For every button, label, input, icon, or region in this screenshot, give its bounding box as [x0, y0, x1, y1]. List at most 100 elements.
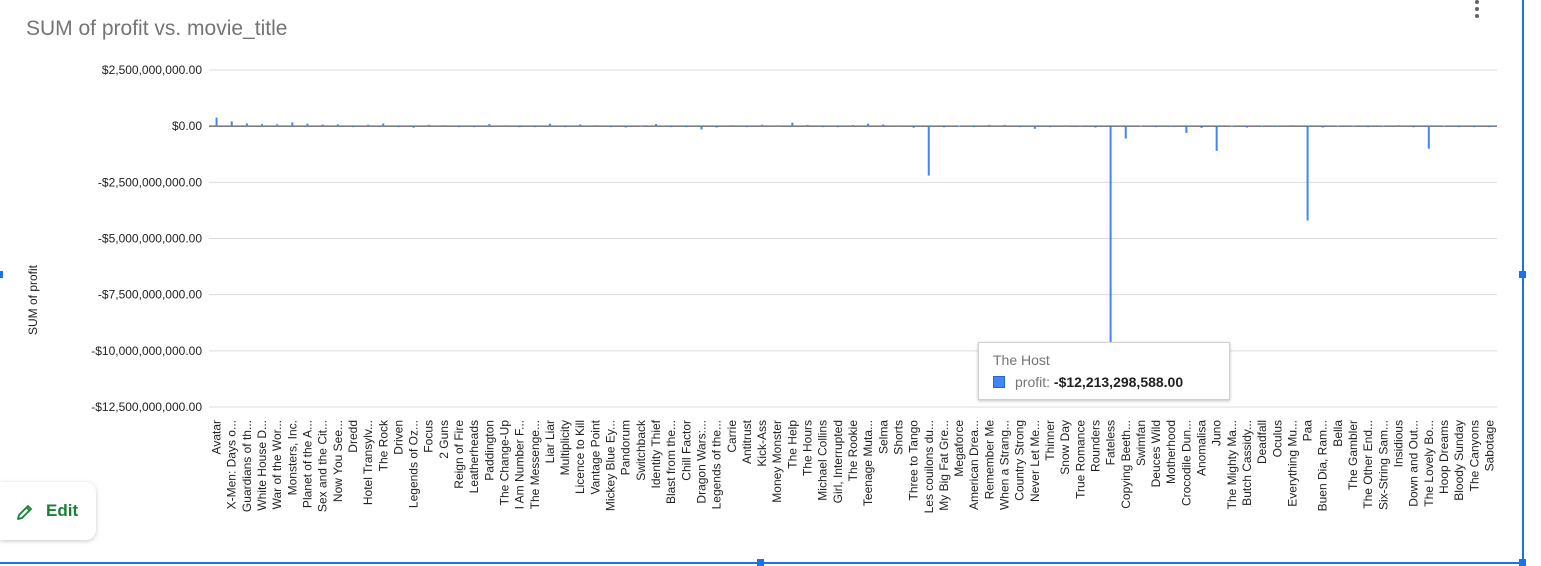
bar[interactable] [564, 126, 567, 128]
bar[interactable] [427, 124, 430, 127]
bars[interactable] [215, 117, 1491, 342]
bar[interactable] [412, 126, 415, 128]
bar[interactable] [745, 126, 748, 128]
bar[interactable] [1291, 125, 1294, 127]
bar[interactable] [306, 123, 309, 127]
bar[interactable] [958, 125, 961, 127]
bar[interactable] [867, 123, 870, 127]
bar[interactable] [321, 124, 324, 127]
x-tick-label: Thinner [1043, 420, 1057, 461]
x-tick-label: Liar Liar [543, 420, 557, 463]
resize-handle-bottom[interactable] [757, 559, 764, 566]
bar[interactable] [533, 126, 536, 128]
bar[interactable] [1033, 126, 1036, 129]
bar[interactable] [1321, 126, 1324, 128]
bar[interactable] [836, 126, 839, 128]
bar[interactable] [442, 125, 445, 127]
bar[interactable] [579, 124, 582, 127]
resize-handle-right[interactable] [1519, 271, 1526, 278]
x-tick-label: Selma [876, 420, 890, 454]
bar[interactable] [776, 125, 779, 127]
bar[interactable] [458, 126, 461, 128]
bar[interactable] [1427, 126, 1430, 149]
bar[interactable] [1155, 126, 1158, 128]
bar[interactable] [1336, 125, 1339, 127]
bar[interactable] [503, 125, 506, 127]
bar[interactable] [1109, 126, 1112, 342]
bar[interactable] [1064, 125, 1067, 127]
bar[interactable] [882, 124, 885, 127]
bar[interactable] [1306, 126, 1309, 221]
bar[interactable] [291, 122, 294, 127]
bar[interactable] [1261, 125, 1264, 127]
bar[interactable] [351, 126, 354, 128]
bar[interactable] [1458, 126, 1461, 128]
x-tick-label: Everything Mu... [1285, 420, 1299, 507]
bar[interactable] [1139, 125, 1142, 127]
bar[interactable] [927, 126, 930, 176]
bar[interactable] [761, 124, 764, 127]
edit-button[interactable]: Edit [0, 482, 96, 540]
more-options-icon[interactable] [1470, 0, 1484, 22]
bar[interactable] [594, 125, 597, 127]
bar[interactable] [624, 126, 627, 128]
bar[interactable] [821, 126, 824, 128]
bar[interactable] [942, 126, 945, 128]
bar[interactable] [1185, 126, 1188, 133]
bar[interactable] [1003, 124, 1006, 127]
bar[interactable] [1245, 126, 1248, 128]
bar[interactable] [1079, 125, 1082, 127]
bar[interactable] [367, 124, 370, 127]
bar[interactable] [1276, 125, 1279, 127]
bar[interactable] [1412, 126, 1415, 128]
bar[interactable] [1230, 125, 1233, 127]
bar[interactable] [973, 126, 976, 128]
bar[interactable] [1170, 125, 1173, 127]
bar[interactable] [912, 126, 915, 128]
bar[interactable] [700, 126, 703, 130]
bar[interactable] [1200, 126, 1203, 128]
bar[interactable] [897, 125, 900, 127]
bar[interactable] [230, 121, 233, 127]
bar[interactable] [473, 126, 476, 128]
bar[interactable] [1367, 126, 1370, 128]
bar[interactable] [685, 126, 688, 128]
bar[interactable] [1352, 125, 1355, 127]
bar[interactable] [245, 123, 248, 127]
resize-handle-corner[interactable] [1519, 559, 1526, 566]
bar[interactable] [397, 126, 400, 128]
bar[interactable] [1124, 126, 1127, 139]
data-tooltip: The Host profit: -$12,213,298,588.00 [978, 342, 1230, 400]
bar[interactable] [670, 126, 673, 128]
bar[interactable] [1382, 125, 1385, 127]
bar[interactable] [852, 124, 854, 127]
bar[interactable] [1094, 126, 1097, 128]
bar[interactable] [261, 124, 264, 127]
bar[interactable] [1442, 125, 1445, 127]
bar[interactable] [655, 124, 658, 127]
bar[interactable] [1048, 126, 1051, 128]
bar[interactable] [988, 124, 991, 127]
bar[interactable] [336, 124, 339, 127]
x-tick-label: Now You See... [331, 420, 345, 502]
bar[interactable] [1215, 126, 1218, 151]
bar[interactable] [791, 122, 794, 127]
bar[interactable] [1397, 125, 1400, 127]
resize-handle-left[interactable] [0, 271, 3, 278]
bar[interactable] [715, 126, 718, 128]
bar[interactable] [1488, 126, 1491, 128]
bar[interactable] [488, 124, 491, 127]
bar[interactable] [1473, 126, 1476, 128]
y-tick-label: $2,500,000,000.00 [102, 63, 202, 77]
x-tick-label: The Help [785, 420, 799, 469]
bar[interactable] [1018, 126, 1021, 128]
bar[interactable] [609, 126, 612, 128]
bar[interactable] [215, 117, 218, 127]
bar[interactable] [382, 123, 385, 127]
bar[interactable] [518, 126, 521, 128]
bar[interactable] [730, 125, 733, 127]
bar[interactable] [639, 125, 642, 127]
bar[interactable] [806, 124, 809, 127]
bar[interactable] [548, 123, 551, 127]
bar[interactable] [276, 124, 279, 127]
